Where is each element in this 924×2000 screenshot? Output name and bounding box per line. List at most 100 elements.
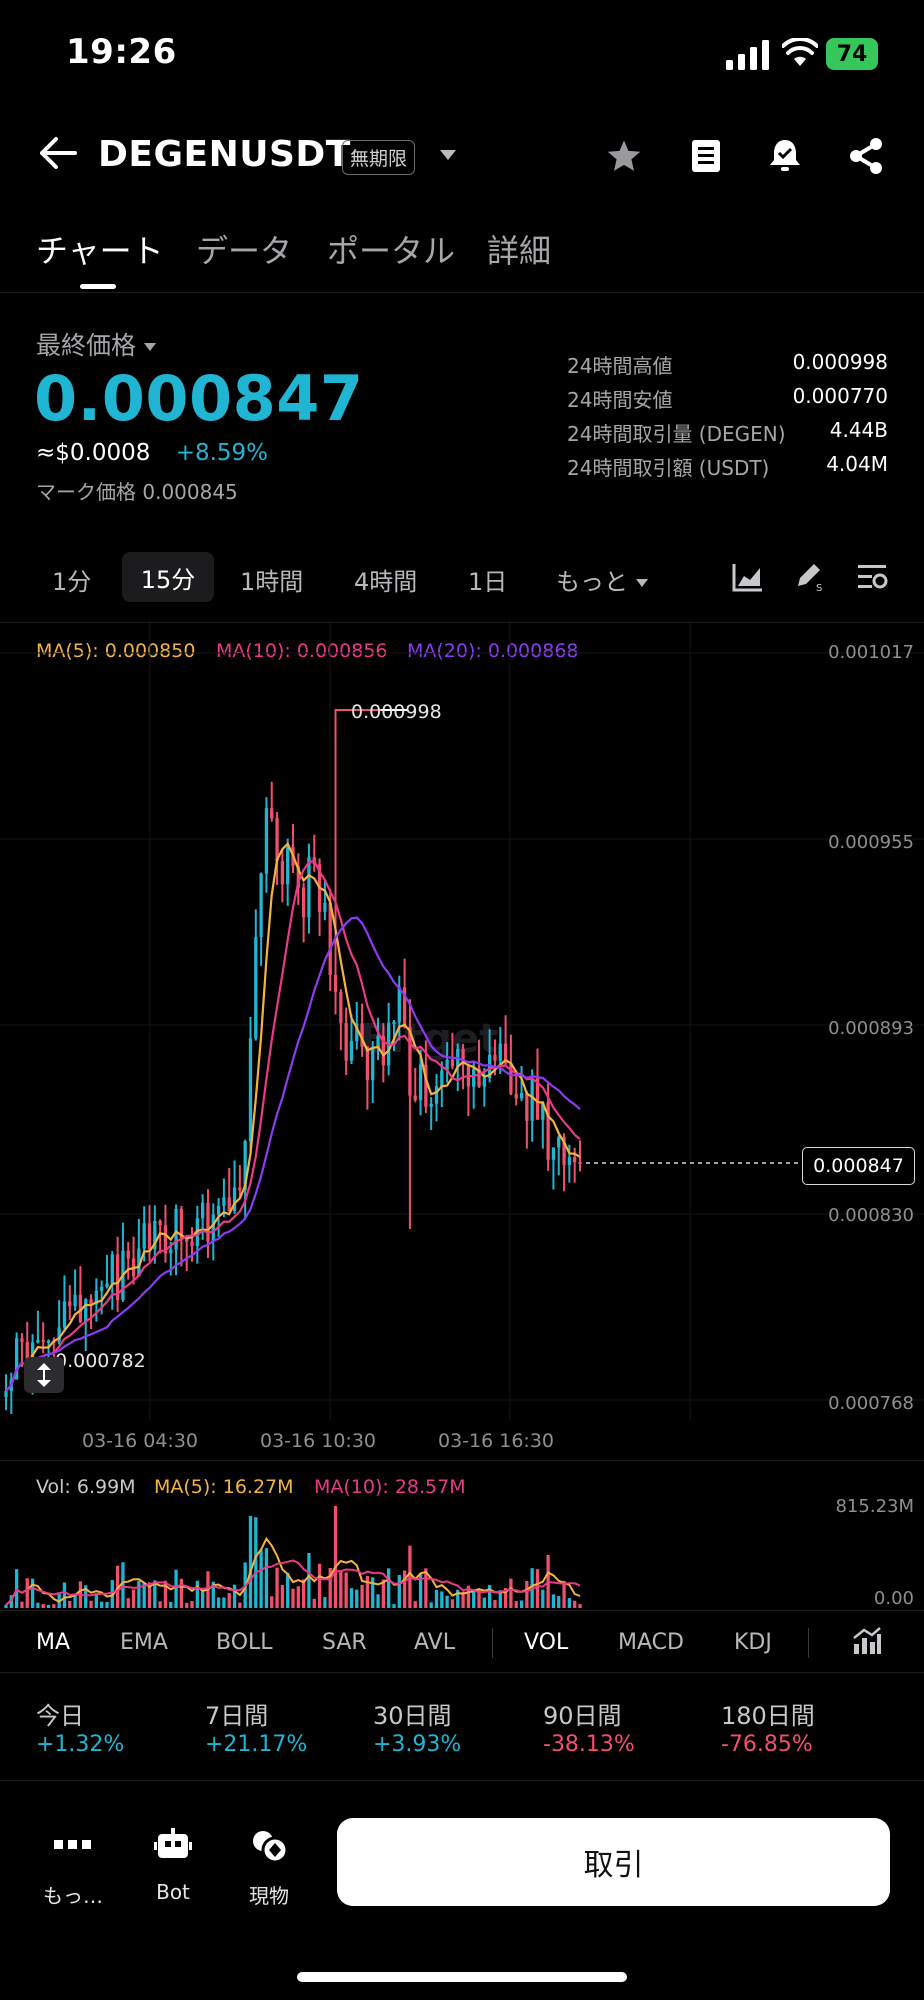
trade-button[interactable]: 取引: [337, 1818, 890, 1906]
candle-body: [525, 1093, 529, 1121]
signal-icon: [726, 40, 769, 70]
tab-portal[interactable]: ポータル: [327, 232, 456, 270]
interval-1d[interactable]: 1日: [468, 568, 508, 596]
indicator-settings-icon[interactable]: [852, 1626, 882, 1656]
last-price-label[interactable]: 最終価格: [36, 326, 157, 362]
alert-bell-icon[interactable]: [768, 138, 802, 174]
document-icon[interactable]: [690, 138, 722, 174]
candle-body: [578, 1161, 582, 1164]
candle-body: [238, 1187, 242, 1191]
indicator-ma[interactable]: MA: [36, 1630, 71, 1655]
candle-body: [206, 1202, 210, 1242]
candle-body: [365, 1046, 370, 1081]
candle-body: [179, 1208, 184, 1240]
volume-ma5-legend: MA(5): 16.27M: [154, 1476, 294, 1498]
interval-1m[interactable]: 1分: [52, 568, 92, 596]
candle-body: [371, 1048, 375, 1081]
more-button[interactable]: もっ…: [40, 1828, 106, 1918]
candle-body: [73, 1294, 77, 1307]
candle-body: [509, 1063, 513, 1094]
indicator-ema[interactable]: EMA: [120, 1630, 168, 1655]
volume-bar: [46, 1604, 51, 1608]
volume-bar: [94, 1593, 98, 1608]
volume-bar: [9, 1595, 13, 1608]
bot-button[interactable]: Bot: [140, 1828, 206, 1918]
chart-type-icon[interactable]: [732, 562, 764, 592]
tab-details[interactable]: 詳細: [487, 232, 552, 270]
candlestick-chart[interactable]: Bitget: [0, 620, 924, 1420]
volume-bar: [557, 1596, 561, 1608]
back-arrow-icon[interactable]: [38, 136, 78, 170]
candle-body: [163, 1225, 168, 1254]
chevron-down-icon[interactable]: [440, 150, 456, 160]
stat-label-turnover: 24時間取引額 (USDT): [567, 456, 770, 480]
spot-button[interactable]: 現物: [236, 1828, 302, 1918]
interval-4h[interactable]: 4時間: [354, 568, 418, 596]
candle-body: [158, 1220, 162, 1226]
volume-bar: [153, 1580, 157, 1608]
volume-bar: [30, 1578, 35, 1608]
candle-body: [418, 1064, 423, 1101]
candle-body: [535, 1078, 540, 1120]
divider: [0, 622, 924, 623]
volume-bar: [216, 1597, 221, 1608]
chart-settings-icon[interactable]: [856, 562, 888, 592]
volume-bar: [89, 1600, 93, 1608]
candle-body: [450, 1059, 455, 1067]
robot-icon: [154, 1828, 192, 1858]
volume-bar: [413, 1601, 417, 1608]
candle-body: [482, 1078, 486, 1087]
candle-body: [41, 1339, 45, 1342]
stat-value-turnover: 4.04M: [826, 452, 888, 476]
volume-bar: [270, 1596, 274, 1608]
indicator-sar[interactable]: SAR: [322, 1630, 367, 1655]
candle-body: [381, 1035, 385, 1066]
star-icon[interactable]: [606, 139, 642, 173]
volume-bar: [126, 1598, 130, 1608]
volume-bar: [232, 1584, 237, 1608]
candle-body: [270, 808, 274, 819]
candle-body: [115, 1254, 120, 1300]
expand-collapse-button[interactable]: [24, 1357, 64, 1393]
candle-body: [440, 1070, 444, 1087]
indicator-vol[interactable]: VOL: [524, 1630, 569, 1655]
indicator-kdj[interactable]: KDJ: [734, 1630, 772, 1655]
pair-title[interactable]: DEGENUSDT: [98, 134, 351, 175]
volume-bar: [264, 1548, 269, 1608]
volume-bar: [100, 1601, 104, 1608]
candle-body: [153, 1220, 157, 1250]
low-price-marker: 0.000782: [55, 1350, 146, 1372]
volume-bar: [201, 1591, 205, 1608]
indicator-boll[interactable]: BOLL: [216, 1630, 273, 1655]
volume-bar: [355, 1589, 359, 1608]
candle-body: [94, 1290, 98, 1305]
volume-ma10-legend: MA(10): 28.57M: [314, 1476, 466, 1498]
volume-bar: [323, 1597, 327, 1608]
candle-body: [413, 1095, 417, 1101]
candle-body: [567, 1157, 572, 1166]
volume-bar: [142, 1583, 146, 1608]
chevron-down-icon: [144, 343, 157, 351]
tab-chart[interactable]: チャート: [36, 232, 164, 270]
tab-data[interactable]: データ: [196, 232, 293, 270]
volume-bar: [190, 1601, 194, 1608]
vol-ma5-line: [5, 1536, 581, 1606]
candle-body: [275, 818, 279, 862]
volume-legend: Vol: 6.99M: [36, 1476, 136, 1498]
candle-body: [434, 1086, 439, 1104]
volume-bar: [477, 1589, 481, 1608]
indicator-avl[interactable]: AVL: [414, 1630, 455, 1655]
candle-body: [562, 1137, 566, 1166]
volume-bar: [562, 1580, 566, 1608]
draw-tool-icon[interactable]: S: [794, 560, 826, 592]
indicator-macd[interactable]: MACD: [618, 1630, 684, 1655]
candle-body: [376, 1035, 380, 1049]
interval-15m[interactable]: 15分: [122, 552, 214, 602]
price-axis-label: 0.001017: [828, 642, 914, 663]
interval-more[interactable]: もっと: [556, 562, 648, 597]
share-icon[interactable]: [848, 138, 884, 174]
candle-body: [397, 987, 401, 1022]
interval-1h[interactable]: 1時間: [240, 568, 304, 596]
candle-body: [216, 1205, 221, 1215]
candle-body: [36, 1339, 40, 1343]
